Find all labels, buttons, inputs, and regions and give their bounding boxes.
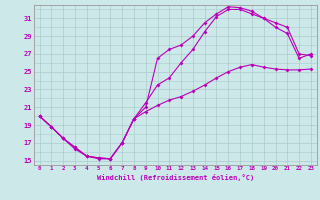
- X-axis label: Windchill (Refroidissement éolien,°C): Windchill (Refroidissement éolien,°C): [97, 174, 254, 181]
